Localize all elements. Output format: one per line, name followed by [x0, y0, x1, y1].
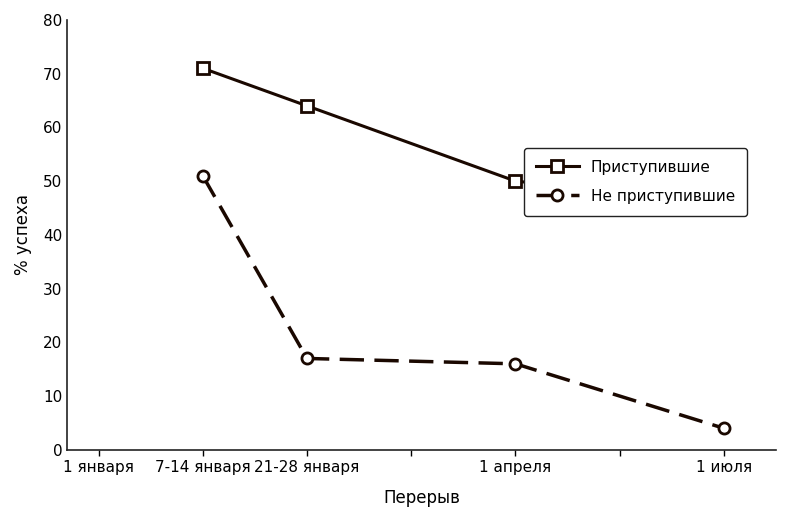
Line: Приступившие: Приступившие — [198, 63, 729, 208]
Y-axis label: % успеха: % успеха — [14, 194, 32, 275]
Приступившие — [198, 65, 208, 71]
Приступившие — [719, 200, 728, 206]
Не приступившие — [198, 172, 208, 179]
Legend: Приступившие, Не приступившие: Приступившие, Не приступившие — [524, 148, 747, 216]
Приступившие — [511, 178, 521, 184]
X-axis label: Перерыв: Перерыв — [383, 489, 460, 507]
Не приступившие — [719, 425, 728, 431]
Приступившие — [303, 103, 312, 109]
Не приступившие — [303, 355, 312, 362]
Line: Не приступившие: Не приступившие — [198, 170, 729, 434]
Не приступившие — [511, 361, 521, 367]
